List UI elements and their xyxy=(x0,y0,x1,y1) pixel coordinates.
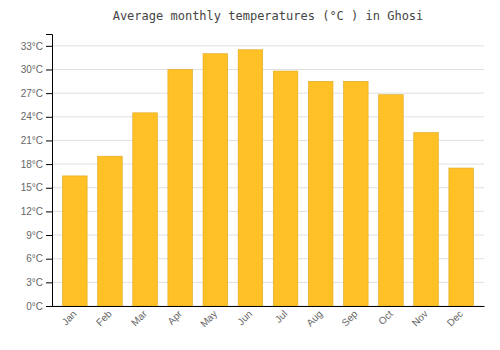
y-tick-label: 0°C xyxy=(26,301,43,312)
y-tick-label: 6°C xyxy=(26,253,43,264)
x-tick-label: Aug xyxy=(304,308,324,328)
grid-line xyxy=(52,116,484,117)
bar xyxy=(168,69,193,306)
x-tick-label: May xyxy=(198,308,219,329)
y-axis: 0°C 3°C 6°C 9°C 12°C 15°C 18°C 21°C 24°C 27°C 30°C… xyxy=(21,35,53,312)
x-tick: Apr xyxy=(165,308,184,327)
y-tick: 15°C xyxy=(21,182,52,193)
x-tick: Mar xyxy=(129,308,149,328)
y-tick-mark xyxy=(46,306,52,307)
x-tick-label: Mar xyxy=(129,308,149,328)
bar xyxy=(63,176,88,306)
x-tick: Sep xyxy=(339,308,360,329)
x-tick: Dec xyxy=(445,308,465,328)
bar xyxy=(98,156,123,306)
bar xyxy=(273,71,298,306)
title: Average monthly temperatures (°C ) in Gh… xyxy=(113,9,424,23)
x-tick: Jan xyxy=(60,308,79,327)
x-tick-label: Apr xyxy=(165,308,184,327)
y-tick-label: 21°C xyxy=(21,135,43,146)
bar xyxy=(308,81,333,306)
x-tick: Nov xyxy=(410,308,430,328)
grid-line xyxy=(52,45,484,46)
y-tick: 12°C xyxy=(21,206,52,217)
y-tick: 18°C xyxy=(21,159,52,170)
plot: 0°C 3°C 6°C 9°C 12°C 15°C 18°C 21°C 24°C 27°C 30°C… xyxy=(21,35,485,330)
y-tick-mark xyxy=(46,93,52,94)
x-tick-label: Jun xyxy=(235,308,254,327)
y-tick-mark xyxy=(46,211,52,212)
bar xyxy=(449,168,474,306)
y-tick-mark xyxy=(46,46,52,47)
x-tick-label: Jul xyxy=(273,308,290,325)
y-tick-label: 27°C xyxy=(21,88,43,99)
x-tick-label: Jan xyxy=(60,308,79,327)
bar xyxy=(379,95,404,306)
x-tick: Feb xyxy=(94,308,114,328)
y-tick-mark xyxy=(46,140,52,141)
y-tick-label: 18°C xyxy=(21,159,43,170)
x-axis-line xyxy=(53,306,485,307)
y-axis-line xyxy=(46,35,53,307)
y-tick-mark xyxy=(46,69,52,70)
y-tick-mark xyxy=(46,235,52,236)
chart: 0°C 3°C 6°C 9°C 12°C 15°C 18°C 21°C 24°C 27°C 30°C… xyxy=(0,0,500,350)
y-tick-label: 33°C xyxy=(21,41,43,52)
grid-line xyxy=(52,93,484,94)
x-tick-label: Dec xyxy=(445,308,465,328)
x-tick-label: Feb xyxy=(94,308,114,328)
x-tick-label: Sep xyxy=(339,308,360,329)
y-tick: 0°C xyxy=(26,301,52,312)
y-tick-label: 12°C xyxy=(21,206,43,217)
x-tick: Aug xyxy=(304,308,324,328)
y-tick-label: 15°C xyxy=(21,182,43,193)
y-tick-label: 3°C xyxy=(26,277,43,288)
x-tick: Oct xyxy=(376,308,395,327)
y-tick-mark xyxy=(46,259,52,260)
grid xyxy=(52,46,484,306)
bar xyxy=(238,50,263,306)
bars xyxy=(63,50,474,306)
y-tick-mark xyxy=(46,117,52,118)
bar xyxy=(414,133,439,306)
x-tick: Jun xyxy=(235,308,254,327)
y-tick: 9°C xyxy=(26,230,52,241)
y-tick-mark xyxy=(46,188,52,189)
x-tick-label: Nov xyxy=(410,308,430,328)
bar xyxy=(203,54,228,306)
bar xyxy=(133,113,158,306)
x-tick: May xyxy=(198,308,219,329)
y-tick: 3°C xyxy=(26,277,52,288)
y-tick-label: 30°C xyxy=(21,64,43,75)
y-tick: 6°C xyxy=(26,253,52,264)
y-tick-label: 24°C xyxy=(21,111,43,122)
grid-line xyxy=(52,69,484,70)
x-tick: Jul xyxy=(273,308,290,325)
y-tick: 27°C xyxy=(21,88,52,99)
y-tick: 30°C xyxy=(21,64,52,75)
y-tick-mark xyxy=(46,282,52,283)
y-tick-label: 9°C xyxy=(26,230,43,241)
x-axis: Jan Feb Mar Apr May Jun Jul Aug Sep Oct Nov Dec xyxy=(53,307,485,330)
y-tick: 21°C xyxy=(21,135,52,146)
y-tick: 33°C xyxy=(21,41,52,52)
y-tick: 24°C xyxy=(21,111,52,122)
y-tick-mark xyxy=(46,164,52,165)
x-tick-label: Oct xyxy=(376,308,395,327)
bar xyxy=(344,81,369,306)
